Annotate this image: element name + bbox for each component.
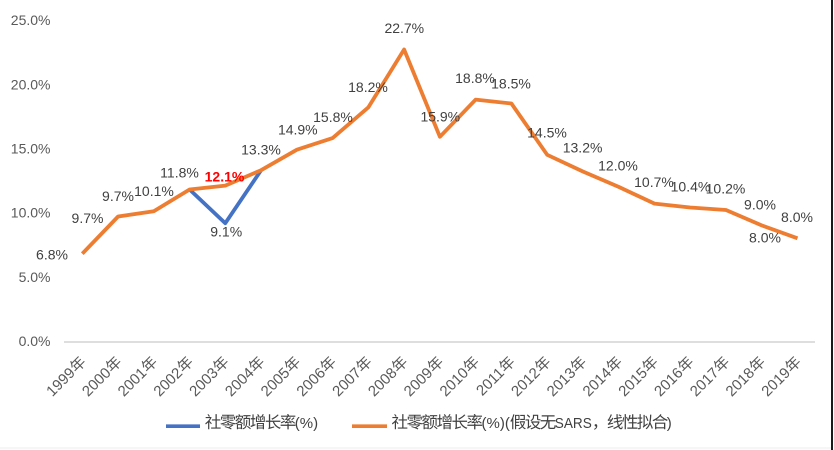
svg-text:12.0%: 12.0% bbox=[598, 158, 638, 174]
svg-text:22.7%: 22.7% bbox=[384, 20, 424, 36]
svg-text:18.8%: 18.8% bbox=[455, 70, 495, 86]
svg-text:15.9%: 15.9% bbox=[420, 108, 460, 124]
svg-text:5.0%: 5.0% bbox=[19, 269, 51, 285]
svg-text:0.0%: 0.0% bbox=[19, 333, 51, 349]
svg-text:11.8%: 11.8% bbox=[160, 165, 199, 181]
svg-text:13.2%: 13.2% bbox=[563, 139, 603, 155]
svg-text:9.7%: 9.7% bbox=[72, 210, 104, 226]
svg-text:10.2%: 10.2% bbox=[706, 181, 746, 197]
svg-text:25.0%: 25.0% bbox=[11, 12, 51, 28]
svg-text:14.9%: 14.9% bbox=[278, 121, 318, 137]
svg-text:9.7%: 9.7% bbox=[102, 188, 134, 204]
svg-text:13.3%: 13.3% bbox=[241, 141, 281, 157]
svg-text:10.0%: 10.0% bbox=[11, 205, 51, 221]
svg-text:(%): (%) bbox=[295, 415, 318, 432]
svg-text:): ) bbox=[667, 415, 672, 432]
svg-text:6.8%: 6.8% bbox=[36, 247, 68, 263]
svg-text:18.5%: 18.5% bbox=[491, 75, 531, 91]
svg-text:15.8%: 15.8% bbox=[313, 109, 353, 125]
svg-text:20.0%: 20.0% bbox=[11, 76, 51, 92]
svg-text:(%)(: (%)( bbox=[482, 415, 510, 432]
svg-text:10.7%: 10.7% bbox=[634, 174, 674, 190]
svg-text:10.1%: 10.1% bbox=[134, 183, 174, 199]
svg-text:15.0%: 15.0% bbox=[11, 141, 51, 157]
svg-text:8.0%: 8.0% bbox=[781, 209, 813, 225]
svg-text:8.0%: 8.0% bbox=[749, 230, 781, 246]
svg-text:18.2%: 18.2% bbox=[348, 79, 388, 95]
svg-text:9.1%: 9.1% bbox=[210, 223, 242, 239]
svg-text:12.1%: 12.1% bbox=[205, 169, 245, 185]
svg-text:14.5%: 14.5% bbox=[527, 125, 567, 141]
svg-text:SARS: SARS bbox=[555, 415, 592, 432]
svg-text:9.0%: 9.0% bbox=[744, 196, 776, 212]
svg-text:10.4%: 10.4% bbox=[671, 179, 711, 195]
